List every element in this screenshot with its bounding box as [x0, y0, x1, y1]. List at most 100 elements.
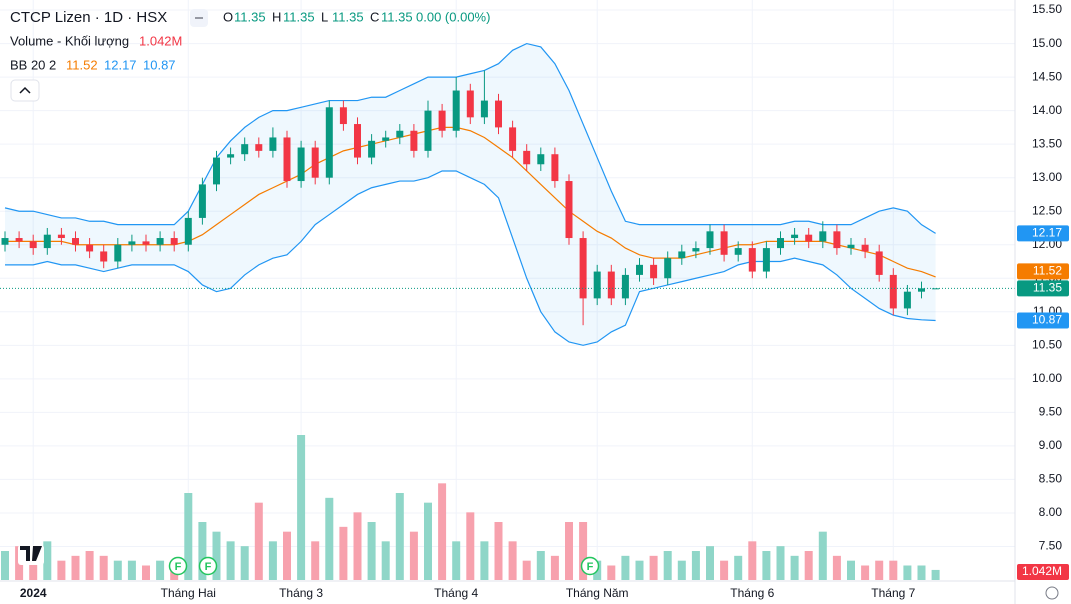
volume-bar	[381, 541, 390, 580]
candle-body	[833, 231, 841, 249]
volume-bar	[57, 560, 66, 580]
candle-body	[170, 238, 178, 245]
y-tick-label: 12.50	[1032, 203, 1062, 217]
collapse-icon	[19, 86, 31, 94]
volume-bar	[494, 522, 503, 580]
volume-bar	[142, 565, 150, 580]
candle-body	[692, 248, 700, 252]
ohlc-key: H	[272, 9, 281, 24]
ohlc-key: C	[370, 9, 379, 24]
candle-body	[382, 137, 390, 141]
volume-bar	[776, 546, 785, 580]
event-marker[interactable]	[198, 556, 218, 576]
candle-body	[184, 217, 192, 245]
volume-bar	[198, 522, 207, 580]
candle-body	[495, 100, 502, 128]
candle-body	[819, 231, 827, 242]
volume-bar	[1, 551, 9, 580]
volume-bar	[536, 551, 545, 580]
candle-body	[918, 288, 925, 292]
volume-bar	[734, 555, 743, 580]
candle-body	[537, 154, 545, 165]
settings-icon[interactable]	[1045, 586, 1059, 600]
ohlc-change: 0.00 (0.00%)	[416, 9, 490, 24]
candle-body	[227, 154, 235, 158]
candle-body	[932, 288, 940, 290]
volume-bar	[818, 531, 827, 580]
candle-body	[354, 124, 361, 158]
bb-basis-tag: 11.52	[1033, 263, 1062, 277]
candle-body	[621, 274, 629, 299]
candle-body	[678, 251, 686, 259]
volume-bar	[565, 522, 573, 580]
ohlc-value: 11.35	[283, 9, 315, 24]
volume-bar	[43, 541, 52, 580]
bb-upper-line	[4, 42, 936, 234]
event-marker[interactable]	[580, 556, 600, 576]
volume-bar	[353, 512, 362, 580]
volume-bar	[748, 541, 757, 580]
candle-body	[72, 238, 79, 245]
volume-value: 1.042M	[139, 33, 182, 48]
candle-body	[86, 244, 94, 252]
volume-bar	[71, 555, 80, 580]
volume-bar	[903, 565, 912, 580]
event-marker-label: F	[587, 561, 594, 573]
event-marker-label: F	[205, 561, 212, 573]
volume-bar	[889, 560, 898, 580]
candle-body	[1, 238, 9, 245]
volume-bar	[85, 551, 94, 580]
candle-body	[43, 234, 51, 249]
volume-bar	[254, 502, 263, 580]
logo-shape	[20, 546, 42, 561]
x-tick-label: Tháng Hai	[161, 586, 216, 600]
volume-bar	[184, 493, 193, 580]
event-marker[interactable]	[168, 556, 188, 576]
x-tick-label: Tháng 6	[730, 586, 774, 600]
volume-bar	[607, 565, 616, 580]
candle-body	[255, 144, 263, 151]
volume-bar	[917, 565, 926, 580]
volume-bar	[268, 541, 277, 580]
ohlc-value: 11.35	[234, 9, 266, 24]
volume-bar	[480, 541, 489, 580]
candle-body	[565, 181, 573, 239]
volume-bar	[438, 483, 447, 580]
candle-body	[579, 238, 587, 299]
indicator-name: BB 20 2	[10, 57, 56, 72]
x-tick-label: Tháng 7	[871, 586, 915, 600]
bb-upper-tag: 12.17	[1032, 226, 1062, 240]
volume-title: Volume - Khối lượng	[10, 33, 129, 48]
candle-body	[57, 234, 65, 239]
event-marker-label: F	[175, 561, 182, 573]
bb-lower-value: 10.87	[143, 57, 176, 72]
candle-body	[368, 140, 376, 158]
volume-bar	[663, 551, 672, 580]
y-tick-label: 9.50	[1039, 405, 1063, 419]
volume-bar	[297, 435, 306, 580]
candle-body	[805, 234, 813, 242]
candle-body	[198, 184, 206, 218]
volume-bar	[367, 522, 376, 580]
candle-body	[29, 241, 37, 249]
volume-bar	[113, 560, 122, 580]
ohlc-key: L	[321, 9, 328, 24]
candle-body	[720, 231, 728, 255]
volume-bar	[804, 551, 813, 580]
candle-body	[636, 264, 643, 275]
y-tick-label: 15.00	[1032, 36, 1062, 50]
y-tick-label: 7.50	[1039, 539, 1063, 553]
candle-body	[847, 244, 855, 249]
volume-bar	[212, 531, 221, 580]
plot	[0, 42, 1015, 580]
candle-body	[269, 137, 277, 151]
volume-bar	[452, 541, 461, 580]
candle-body	[156, 238, 164, 245]
collapse-button[interactable]	[10, 79, 40, 102]
volume-bar	[720, 560, 729, 580]
y-tick-label: 10.00	[1032, 371, 1062, 385]
bb-band-fill	[5, 43, 936, 346]
candle-body	[777, 238, 784, 249]
bb-upper-tag-bg	[1017, 225, 1069, 242]
axes: 7.508.008.509.009.5010.0010.5011.0011.50…	[20, 2, 1069, 600]
